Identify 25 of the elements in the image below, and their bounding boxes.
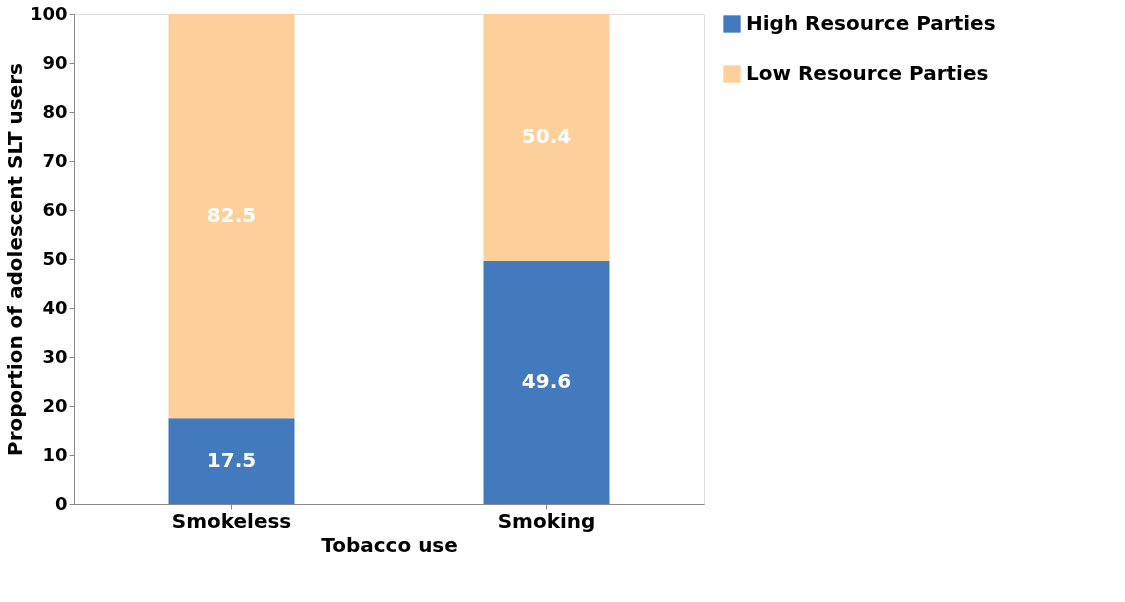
y-tick-label: 60 bbox=[42, 198, 68, 220]
data-label: 17.5 bbox=[206, 448, 257, 473]
y-tick-label: 40 bbox=[42, 296, 68, 318]
y-tick-label: 0 bbox=[54, 492, 68, 514]
y-tick-label: 20 bbox=[42, 394, 68, 416]
y-tick-label: 80 bbox=[42, 100, 68, 122]
data-label: 82.5 bbox=[206, 203, 257, 228]
y-tick-label: 50 bbox=[42, 247, 68, 269]
y-tick-label: 70 bbox=[42, 149, 68, 171]
y-tick-label: 90 bbox=[42, 51, 68, 73]
bar bbox=[168, 14, 295, 419]
x-tick-label: Smokeless bbox=[171, 508, 292, 533]
y-tick-label: 100 bbox=[29, 2, 68, 24]
x-tick-label: Smoking bbox=[497, 508, 596, 533]
y-axis-title: Proportion of adolescent SLT users bbox=[2, 63, 27, 456]
y-tick-label: 10 bbox=[42, 443, 68, 465]
bar bbox=[168, 418, 295, 504]
bar bbox=[483, 260, 610, 504]
x-axis-title: Tobacco use bbox=[321, 532, 458, 557]
y-tick-label: 30 bbox=[42, 345, 68, 367]
legend-label: High Resource Parties bbox=[746, 11, 996, 35]
data-label: 50.4 bbox=[521, 124, 572, 149]
bar bbox=[483, 14, 610, 261]
legend-label: Low Resource Parties bbox=[746, 61, 989, 85]
data-label: 49.6 bbox=[521, 369, 572, 394]
